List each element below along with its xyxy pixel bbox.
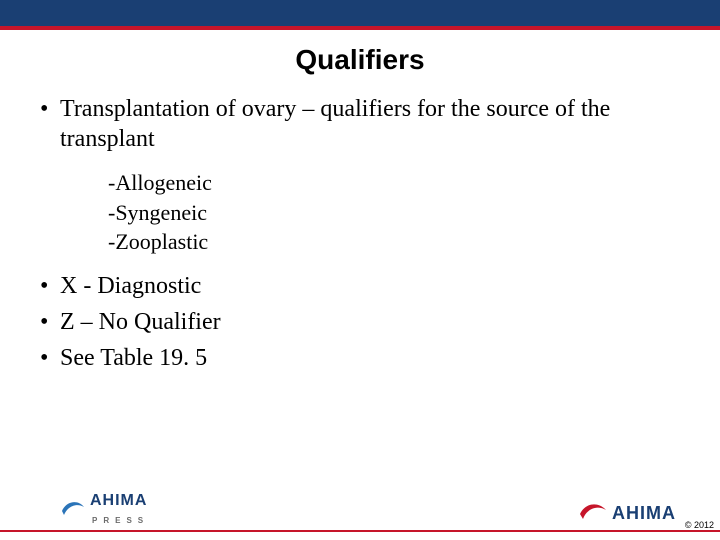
header-primary-bar [0,0,720,26]
slide-title: Qualifiers [0,44,720,76]
logo-ahima-press: AHIMA PRESS [60,492,149,528]
bullet-text: See Table 19. 5 [60,345,207,371]
bullet-item: Z – No Qualifier [36,307,684,337]
header-divider-bar [0,26,720,30]
footer: AHIMA PRESS AHIMA © 2012 [0,526,720,532]
sub-item: -Allogeneic [108,168,684,198]
logo-ahima: AHIMA [578,499,676,528]
logo-subtext: PRESS [92,516,149,525]
copyright-text: © 2012 [685,520,714,530]
footer-line [0,530,720,532]
bullet-item: See Table 19. 5 [36,343,684,373]
bullet-item: X - Diagnostic [36,271,684,301]
sub-item: -Zooplastic [108,227,684,257]
logo-text: AHIMA [612,503,676,524]
footer-logos: AHIMA PRESS AHIMA [0,492,720,530]
sub-item: -Syngeneic [108,198,684,228]
bullet-item: Transplantation of ovary – qualifiers fo… [36,94,684,257]
header-bar [0,0,720,30]
bullet-text: Transplantation of ovary – qualifiers fo… [60,96,610,152]
bullet-text: Z – No Qualifier [60,309,221,335]
logo-text: AHIMA [90,492,147,509]
sub-list: -Allogeneic -Syngeneic -Zooplastic [108,168,684,257]
swoosh-icon [60,497,86,524]
slide: Qualifiers Transplantation of ovary – qu… [0,0,720,540]
bullet-text: X - Diagnostic [60,273,201,299]
swoosh-icon [578,499,608,528]
slide-body: Transplantation of ovary – qualifiers fo… [0,76,720,373]
